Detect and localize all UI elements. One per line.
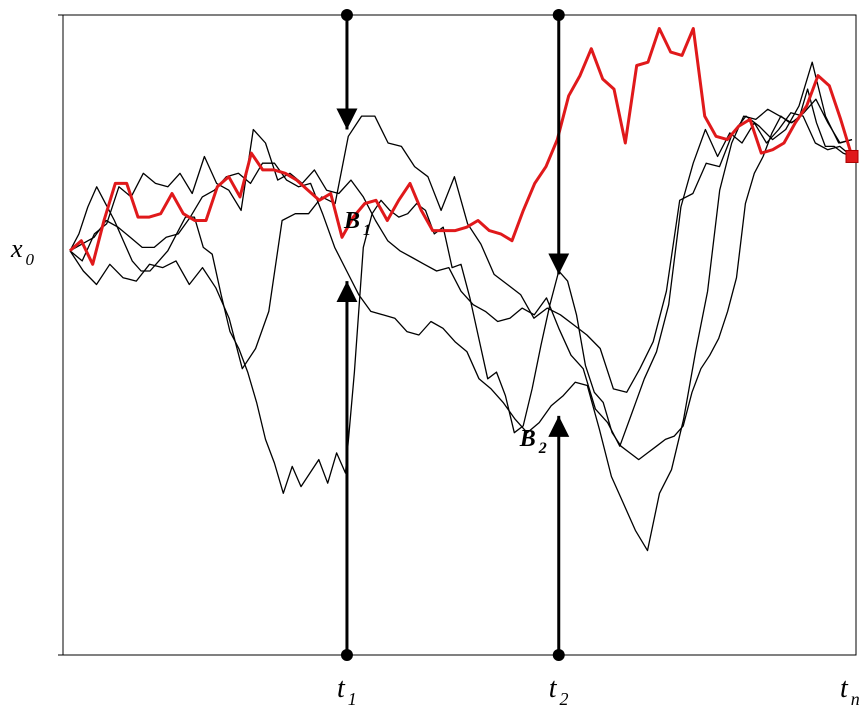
sample-path-3 — [69, 61, 853, 393]
sample-path-2 — [69, 112, 853, 447]
paths-layer — [69, 27, 859, 552]
terminal-marker — [845, 149, 859, 163]
sample-path-4 — [69, 98, 853, 552]
plot-frame — [58, 14, 857, 656]
sample-path-5 — [69, 88, 853, 494]
plot-border — [62, 14, 857, 656]
barriers-layer — [336, 9, 570, 661]
sample-path-1 — [69, 27, 854, 266]
labels-layer: x 0 t 1 t 2 t n B 1 B 2 — [10, 208, 859, 709]
